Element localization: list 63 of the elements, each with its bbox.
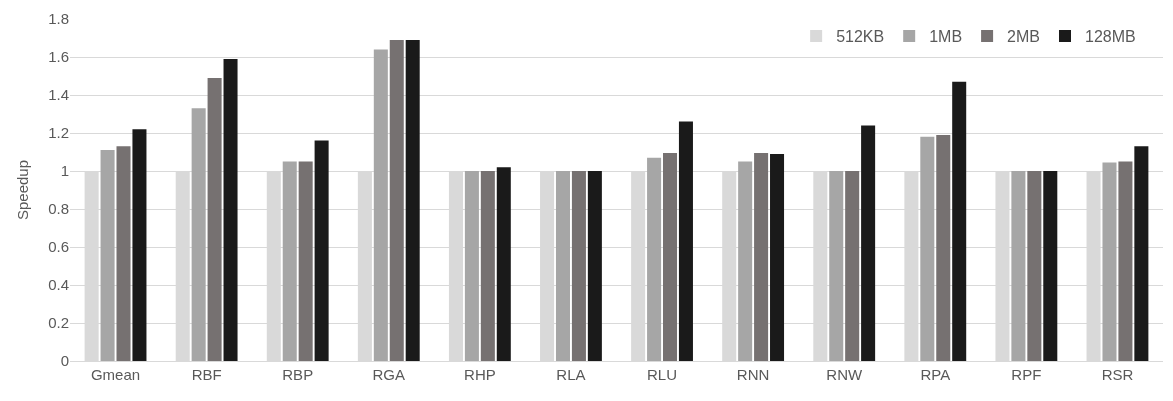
legend-label: 512KB [836, 28, 885, 46]
y-tick-label: 1.8 [48, 10, 69, 28]
y-tick-label: 1 [60, 162, 69, 180]
x-tick-label: Gmean [90, 366, 141, 383]
bar [845, 171, 860, 361]
bar [373, 49, 388, 361]
bar [116, 146, 131, 361]
x-tick-label: RBF [191, 366, 222, 383]
bar [1011, 171, 1026, 361]
x-tick-label: RGA [372, 366, 406, 383]
legend-label: 1MB [929, 28, 963, 46]
bar [405, 39, 420, 361]
bar [936, 134, 951, 361]
y-tick-label: 0.8 [48, 200, 69, 218]
bar [1134, 146, 1149, 361]
bar [770, 153, 785, 361]
y-tick-label: 1.4 [48, 86, 69, 104]
bar [571, 171, 586, 361]
y-axis-title: Speedup [14, 159, 32, 221]
bar [1027, 171, 1042, 361]
y-tick-label: 1.2 [48, 124, 69, 142]
bar [647, 157, 662, 361]
bar [223, 58, 238, 361]
bar [829, 171, 844, 361]
x-tick-label: RSR [1101, 366, 1134, 383]
x-tick-label: RPA [920, 366, 951, 383]
bar [464, 171, 479, 361]
x-tick-label: RLA [556, 366, 586, 383]
bar [389, 39, 404, 361]
x-tick-label: RPF [1011, 366, 1042, 383]
x-tick-label: RNN [736, 366, 770, 383]
bar [738, 161, 753, 361]
x-tick-label: RHP [464, 366, 496, 383]
x-tick-label: RLU [647, 366, 678, 383]
bar [663, 152, 678, 361]
x-tick-label: RNW [826, 366, 863, 383]
bar [952, 81, 967, 361]
bar [1102, 162, 1117, 361]
bar [555, 171, 570, 361]
bar [587, 171, 602, 361]
bar [754, 152, 769, 361]
bar [920, 136, 935, 361]
bar [480, 171, 495, 361]
bar [496, 167, 511, 361]
y-tick-label: 0.6 [48, 238, 69, 256]
bar [191, 108, 206, 361]
bar [100, 150, 115, 361]
x-tick-label: RBP [282, 366, 314, 383]
bar [1118, 161, 1133, 361]
y-tick-label: 0 [60, 352, 69, 370]
y-tick-label: 0.2 [48, 314, 69, 332]
bar [678, 121, 693, 361]
bar [282, 161, 297, 361]
bar [314, 140, 329, 361]
bar [1043, 171, 1058, 361]
bar [298, 161, 313, 361]
legend-label: 128MB [1085, 28, 1136, 46]
bar [861, 125, 876, 361]
legend-label: 2MB [1007, 28, 1040, 46]
y-tick-label: 0.4 [48, 276, 69, 294]
bar [207, 77, 222, 361]
y-tick-label: 1.6 [48, 48, 69, 66]
bar [132, 129, 147, 361]
